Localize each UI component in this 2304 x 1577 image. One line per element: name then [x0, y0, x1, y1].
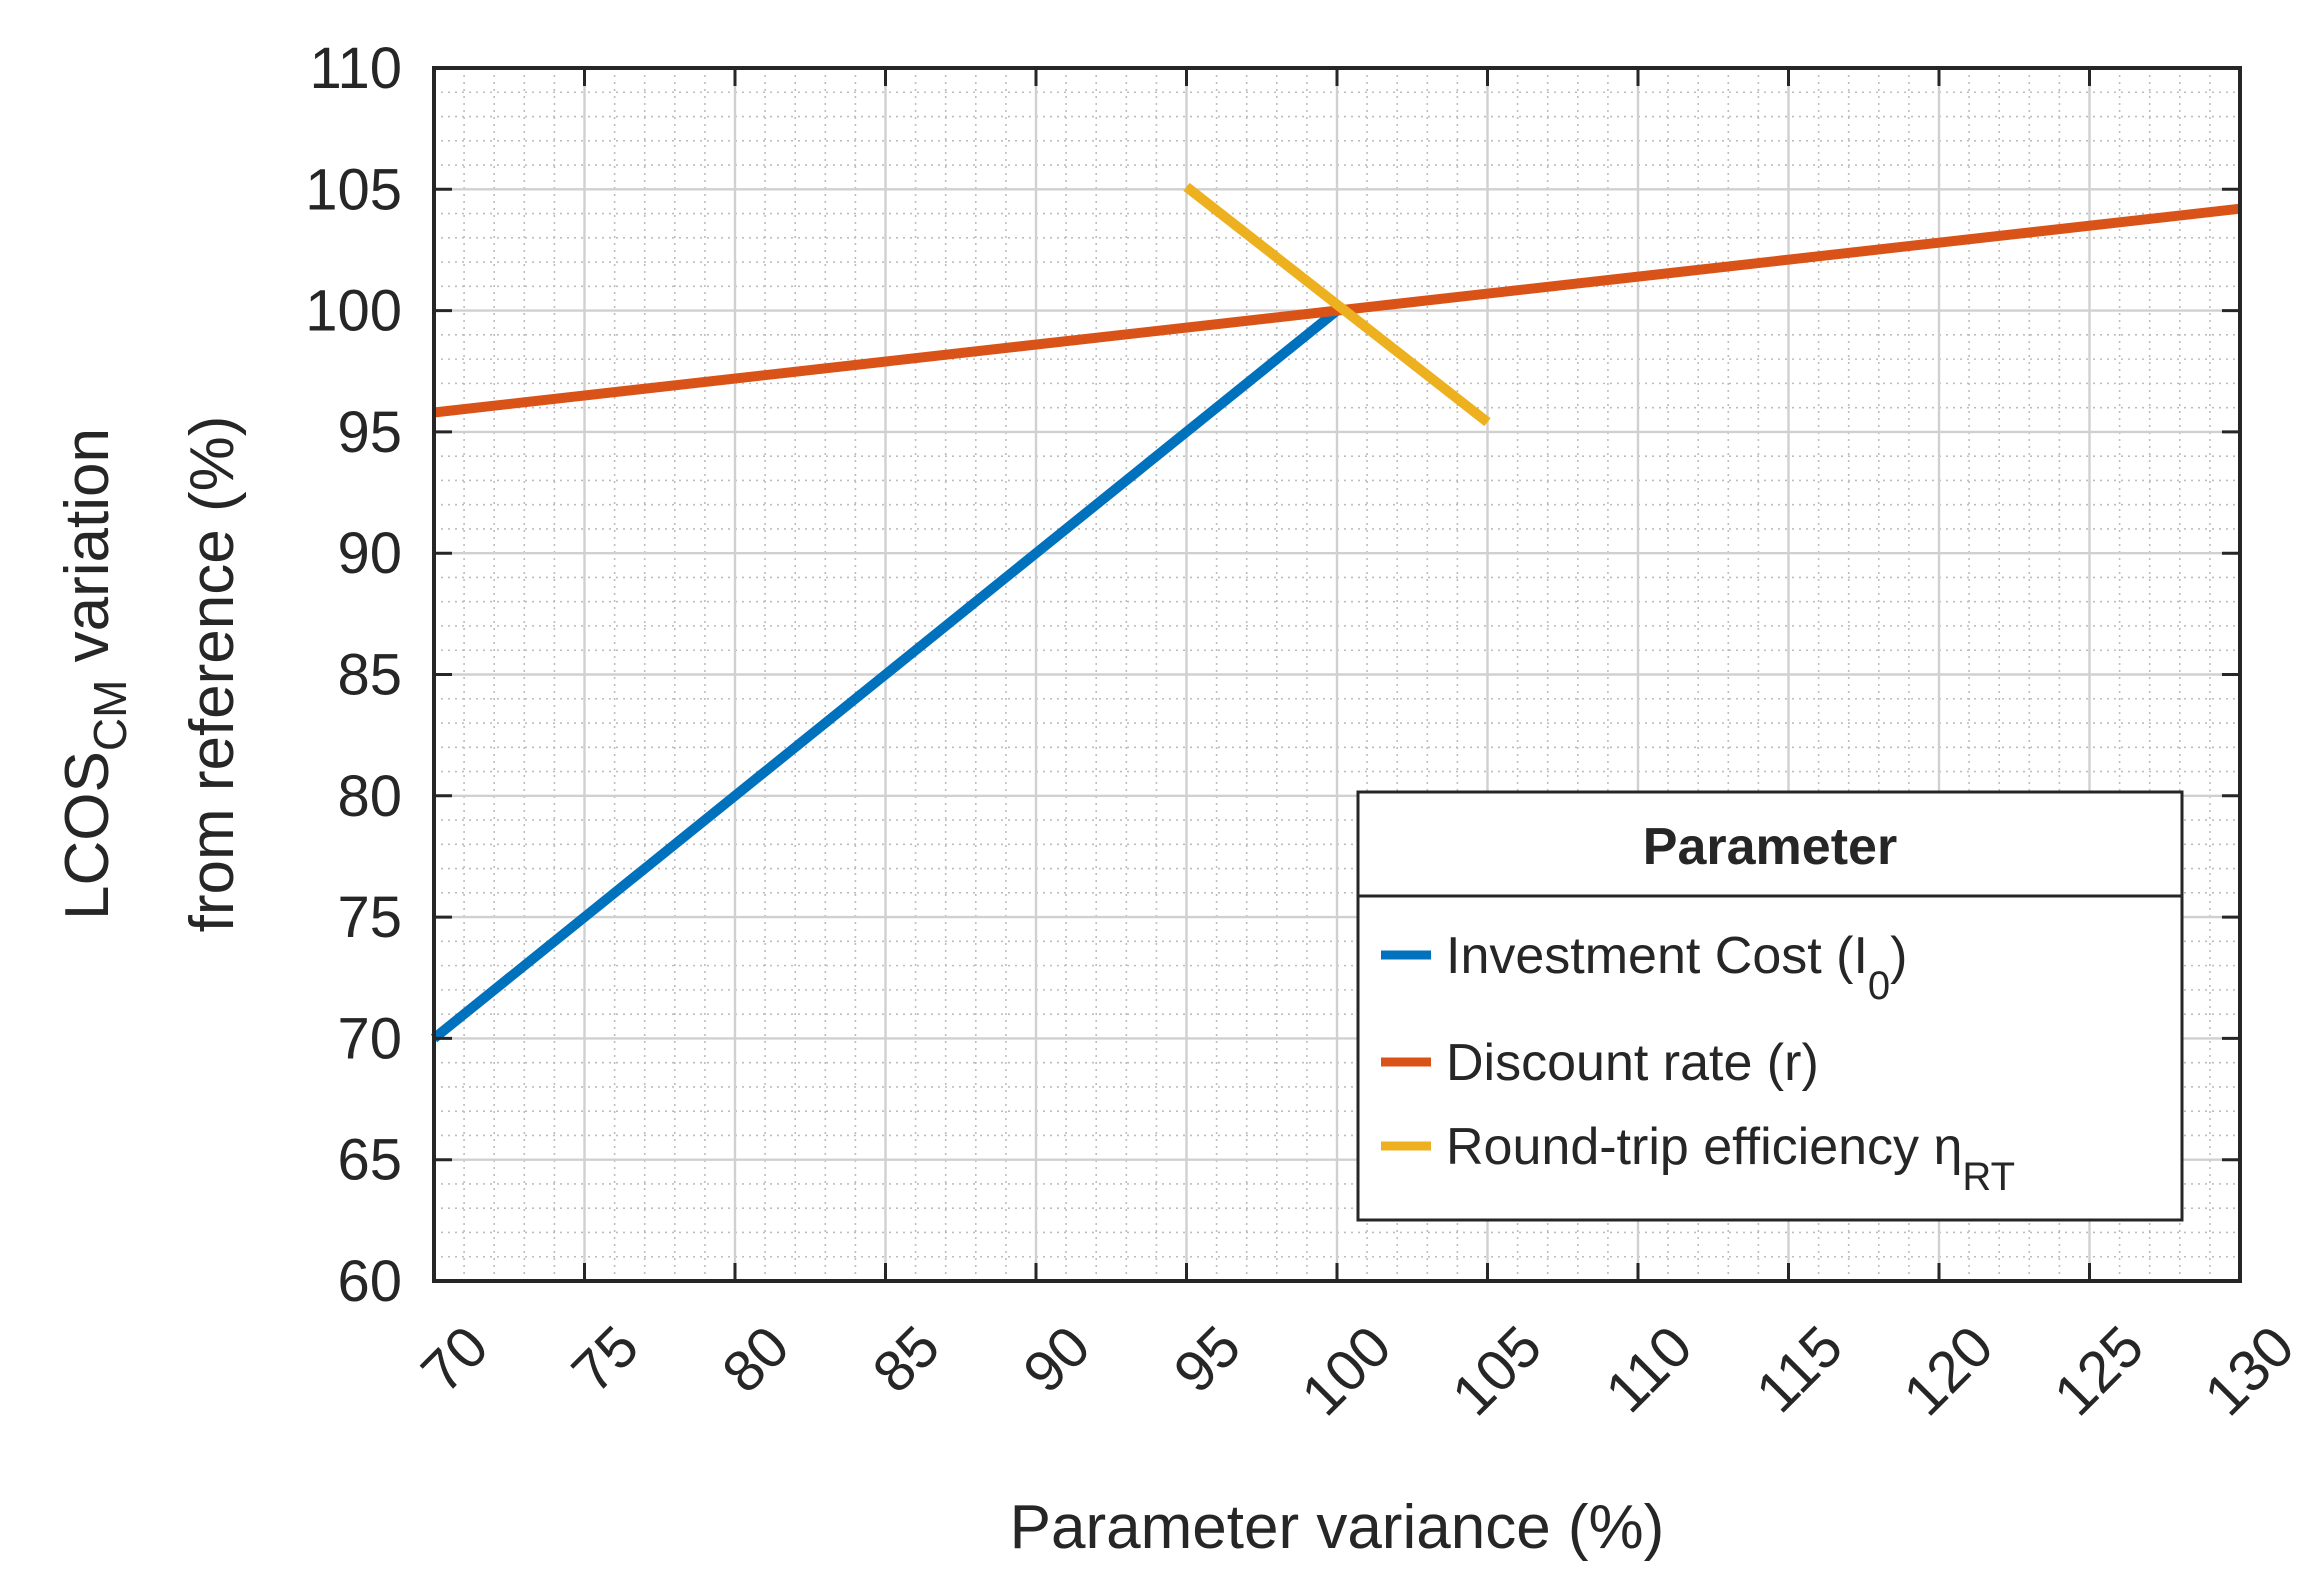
series-layer: [430, 182, 2241, 1043]
series-line-3: [1183, 182, 1491, 427]
legend-box: [1356, 790, 2184, 1222]
y-tick-label: 60: [337, 1249, 402, 1314]
x-axis-label: Parameter variance (%): [1010, 1493, 1665, 1562]
y-tick-label: 105: [305, 157, 402, 222]
y-tick-label: 95: [337, 400, 402, 465]
y-tick-label: 80: [337, 764, 402, 829]
y-tick-label: 90: [337, 521, 402, 586]
y-tick-labels: 60 65 70 75 80 85 90 95 100 105 110: [305, 36, 402, 1314]
legend-title: Parameter: [1643, 818, 1897, 876]
series-line-1: [430, 306, 1341, 1043]
y-tick-label: 110: [310, 36, 402, 101]
y-axis-label-line2: from reference (%): [178, 416, 247, 933]
tick-marks: [432, 66, 2242, 1283]
legend-label-1: Investment Cost (I0): [1446, 927, 1908, 1008]
legend: Parameter Investment Cost (I0) Discount r…: [1356, 790, 2184, 1222]
y-axis-label-line1: LCOSCM variation: [53, 428, 136, 920]
y-axis-label: LCOSCM variation from reference (%): [53, 416, 247, 933]
y-tick-label: 65: [337, 1128, 402, 1193]
y-tick-label: 100: [305, 279, 402, 344]
y-tick-label: 75: [337, 885, 402, 950]
legend-label-2: Discount rate (r): [1446, 1034, 1819, 1092]
legend-label-3: Round-trip efficiency ηRT: [1446, 1118, 2015, 1199]
y-tick-label: 70: [337, 1006, 402, 1071]
y-tick-label: 85: [337, 643, 402, 708]
